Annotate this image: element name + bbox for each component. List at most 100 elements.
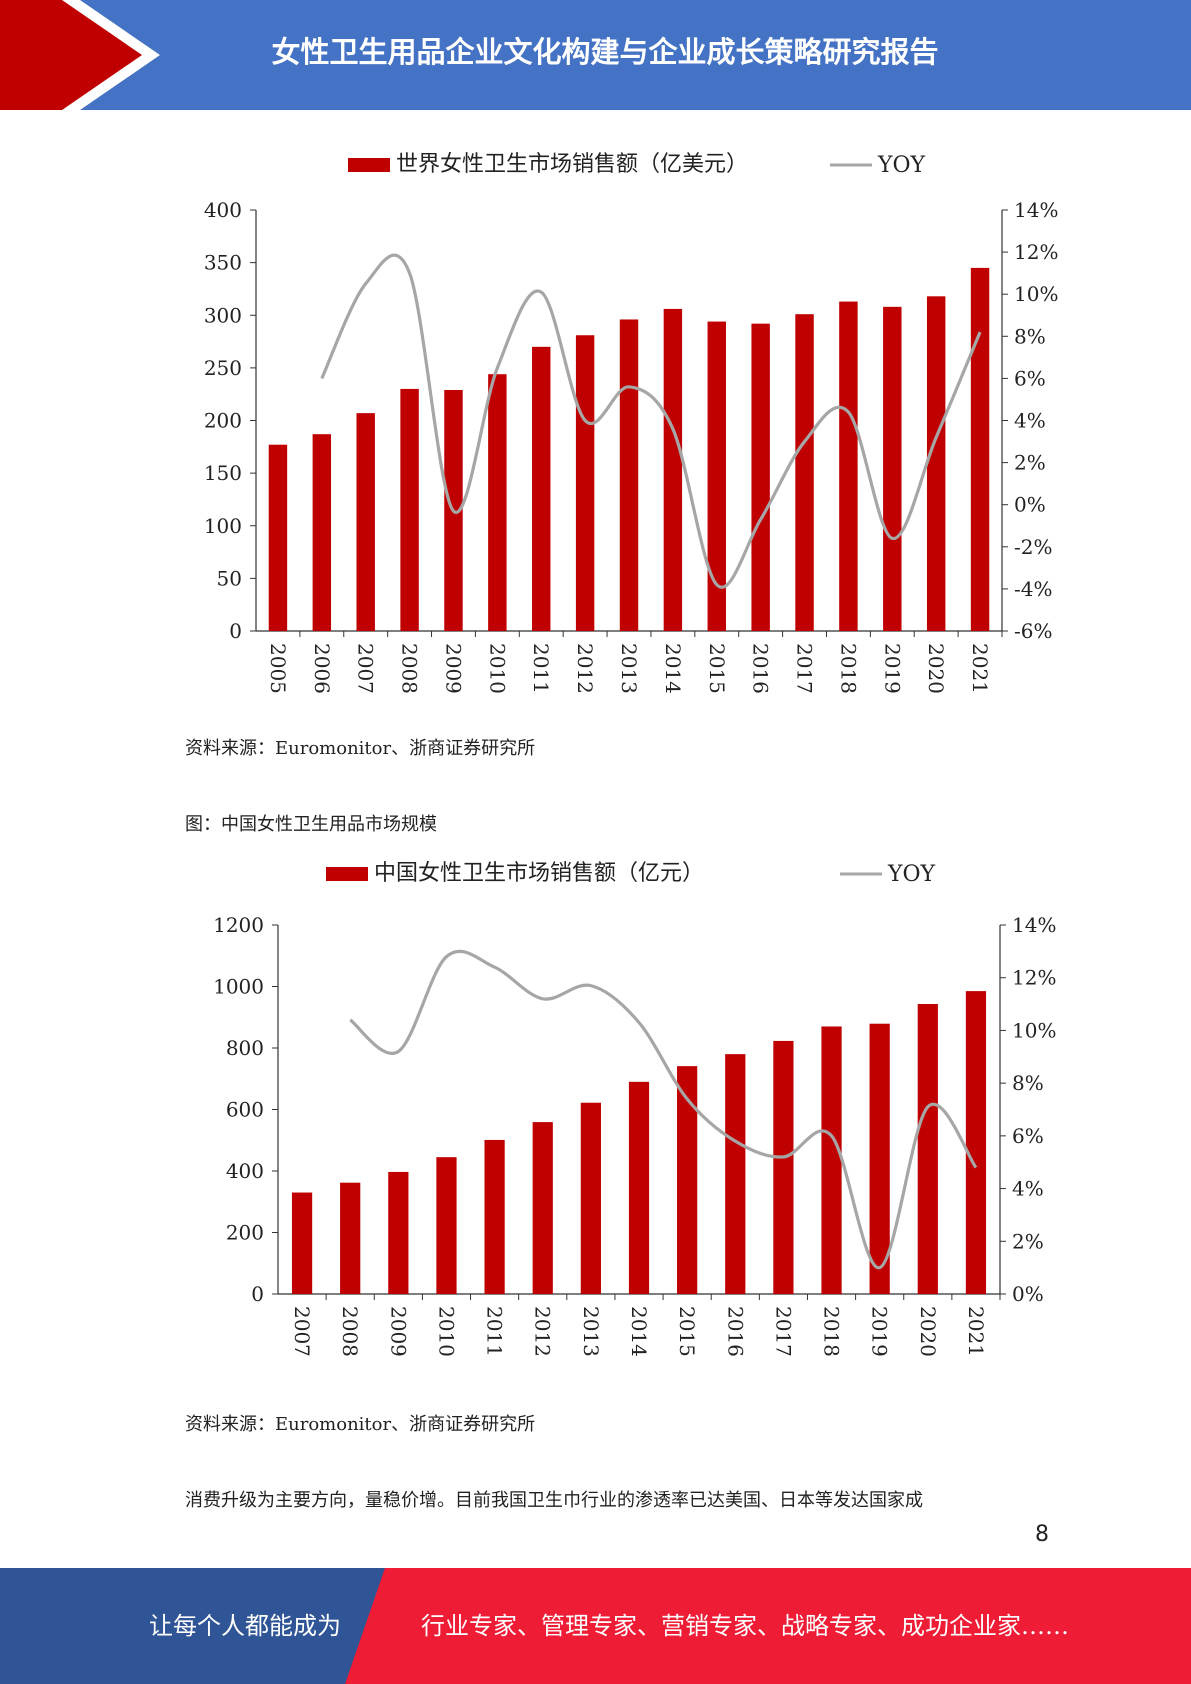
y-left-tick-label: 50 xyxy=(217,566,242,590)
y-right-tick-label: 4% xyxy=(1014,409,1046,433)
x-tick-label: 2020 xyxy=(916,1306,940,1357)
y-right-tick-label: 8% xyxy=(1012,1071,1044,1095)
x-tick-label: 2014 xyxy=(627,1306,651,1357)
china-market-chart-svg: 中国女性卫生市场销售额（亿元） YOY 0 200 400 600 800 1000 1200 0… xyxy=(213,861,1056,1357)
y-right-tick-label: 4% xyxy=(1012,1177,1044,1201)
bar-2019 xyxy=(869,1023,890,1294)
chart-legend: 中国女性卫生市场销售额（亿元） YOY xyxy=(326,861,936,887)
y-right-tick-label: 0% xyxy=(1012,1282,1044,1306)
x-tick-label: 2012 xyxy=(531,1306,555,1357)
bar-2016 xyxy=(725,1054,746,1294)
y-left-tick-label: 250 xyxy=(204,356,242,380)
x-tick-label: 2015 xyxy=(705,643,729,694)
y-right-tick-label: 10% xyxy=(1014,282,1058,306)
bar-2021 xyxy=(965,991,987,1294)
x-tick-label: 2011 xyxy=(483,1306,507,1357)
yoy-line xyxy=(320,253,982,589)
x-tick-label: 2021 xyxy=(968,643,992,694)
bar-2012 xyxy=(532,1122,553,1294)
bar-2016 xyxy=(751,323,770,631)
bar-2014 xyxy=(663,308,683,631)
y-left-tick-label: 0 xyxy=(229,619,242,643)
y-right-tick-label: 14% xyxy=(1014,198,1058,222)
footer-slogan-left: 让每个人都能成为 xyxy=(149,1612,341,1640)
bar-2019 xyxy=(883,306,902,631)
y-right-tick-label: 2% xyxy=(1014,451,1046,475)
chart-1-source: 资料来源：Euromonitor、浙商证券研究所 xyxy=(185,738,536,759)
x-tick-label: 2008 xyxy=(398,643,422,694)
bar-2020 xyxy=(926,296,946,631)
chart-2-source: 资料来源：Euromonitor、浙商证券研究所 xyxy=(185,1414,536,1435)
bar-2007 xyxy=(291,1192,313,1294)
bar-2015 xyxy=(707,321,726,631)
y-right-tick-label: 8% xyxy=(1014,324,1046,348)
x-tick-label: 2018 xyxy=(820,1306,844,1357)
x-tick-label: 2017 xyxy=(771,1306,795,1357)
x-tick-label: 2019 xyxy=(868,1306,892,1357)
legend-bar-label: 世界女性卫生市场销售额（亿美元） xyxy=(396,152,748,177)
y-left-tick-label: 300 xyxy=(204,303,242,327)
bar-2014 xyxy=(628,1081,650,1294)
footer-background xyxy=(0,1568,1191,1684)
bar-2008 xyxy=(340,1182,361,1294)
body-paragraph: 消费升级为主要方向，量稳价增。目前我国卫生巾行业的渗透率已达美国、日本等发达国家… xyxy=(185,1490,923,1511)
x-tick-label: 2007 xyxy=(290,1306,314,1357)
legend-line-label: YOY xyxy=(887,862,936,887)
bar-2010 xyxy=(436,1157,457,1294)
bar-2011 xyxy=(532,346,551,631)
y-left-tick-label: 1200 xyxy=(213,913,264,937)
y-right-tick-label: 2% xyxy=(1012,1229,1044,1253)
bar-2017 xyxy=(795,314,814,631)
page-footer: 让每个人都能成为 行业专家、管理专家、营销专家、战略专家、成功企业家…… xyxy=(0,1568,1191,1684)
yoy-line xyxy=(349,949,978,1270)
bar-2013 xyxy=(580,1102,601,1294)
bar-2021 xyxy=(970,267,990,631)
bar-2007 xyxy=(356,413,375,631)
y-left-tick-label: 800 xyxy=(226,1036,264,1060)
x-tick-label: 2018 xyxy=(836,643,860,694)
y-left-tick-label: 600 xyxy=(226,1098,264,1122)
bar-2011 xyxy=(484,1139,505,1294)
x-tick-label: 2005 xyxy=(266,643,290,694)
y-left-tick-label: 350 xyxy=(204,251,242,275)
y-right-tick-label: -6% xyxy=(1014,619,1053,643)
x-tick-label: 2006 xyxy=(310,643,334,694)
header-arrow-graphic xyxy=(0,0,160,110)
x-tick-label: 2017 xyxy=(793,643,817,694)
china-market-chart: 中国女性卫生市场销售额（亿元） YOY 0 200 400 600 800 1000 1200 0… xyxy=(160,850,1090,1384)
legend-line-label: YOY xyxy=(877,153,926,178)
x-tick-label: 2010 xyxy=(434,1306,458,1357)
world-market-chart: 世界女性卫生市场销售额（亿美元） YOY 0 50 100 150 200 250 300 350… xyxy=(160,140,1090,704)
bar-2013 xyxy=(619,319,639,631)
figure-2-title: 图：中国女性卫生用品市场规模 xyxy=(185,814,437,835)
y-right-tick-label: 6% xyxy=(1012,1124,1044,1148)
x-tick-label: 2021 xyxy=(964,1306,988,1357)
y-right-tick-label: -2% xyxy=(1014,535,1053,559)
y-left-tick-label: 150 xyxy=(204,461,242,485)
y-right-tick-label: 12% xyxy=(1014,240,1058,264)
footer-slogan-right: 行业专家、管理专家、营销专家、战略专家、成功企业家…… xyxy=(421,1612,1069,1640)
bar-2018 xyxy=(821,1026,842,1294)
bar-2012 xyxy=(575,335,595,631)
x-tick-label: 2016 xyxy=(723,1306,747,1357)
header-title: 女性卫生用品企业文化构建与企业成长策略研究报告 xyxy=(271,35,939,69)
bar-2015 xyxy=(677,1066,698,1294)
bar-2017 xyxy=(773,1040,794,1294)
world-market-chart-svg: 世界女性卫生市场销售额（亿美元） YOY 0 50 100 150 200 250 300 350… xyxy=(204,152,1059,694)
legend-bar-swatch xyxy=(326,867,368,881)
y-right-tick-label: 12% xyxy=(1012,966,1056,990)
x-tick-label: 2011 xyxy=(529,643,553,694)
bar-2020 xyxy=(917,1004,938,1294)
x-tick-label: 2010 xyxy=(485,643,509,694)
x-tick-label: 2008 xyxy=(338,1306,362,1357)
bar-2018 xyxy=(839,301,858,631)
x-tick-label: 2019 xyxy=(880,643,904,694)
y-left-tick-label: 1000 xyxy=(213,975,264,999)
x-tick-label: 2020 xyxy=(924,643,948,694)
page-header: 女性卫生用品企业文化构建与企业成长策略研究报告 xyxy=(0,0,1191,110)
y-left-tick-label: 200 xyxy=(204,409,242,433)
y-right-tick-label: 14% xyxy=(1012,913,1056,937)
x-tick-label: 2013 xyxy=(617,643,641,694)
bar-2008 xyxy=(400,388,419,631)
legend-bar-swatch xyxy=(348,158,390,172)
